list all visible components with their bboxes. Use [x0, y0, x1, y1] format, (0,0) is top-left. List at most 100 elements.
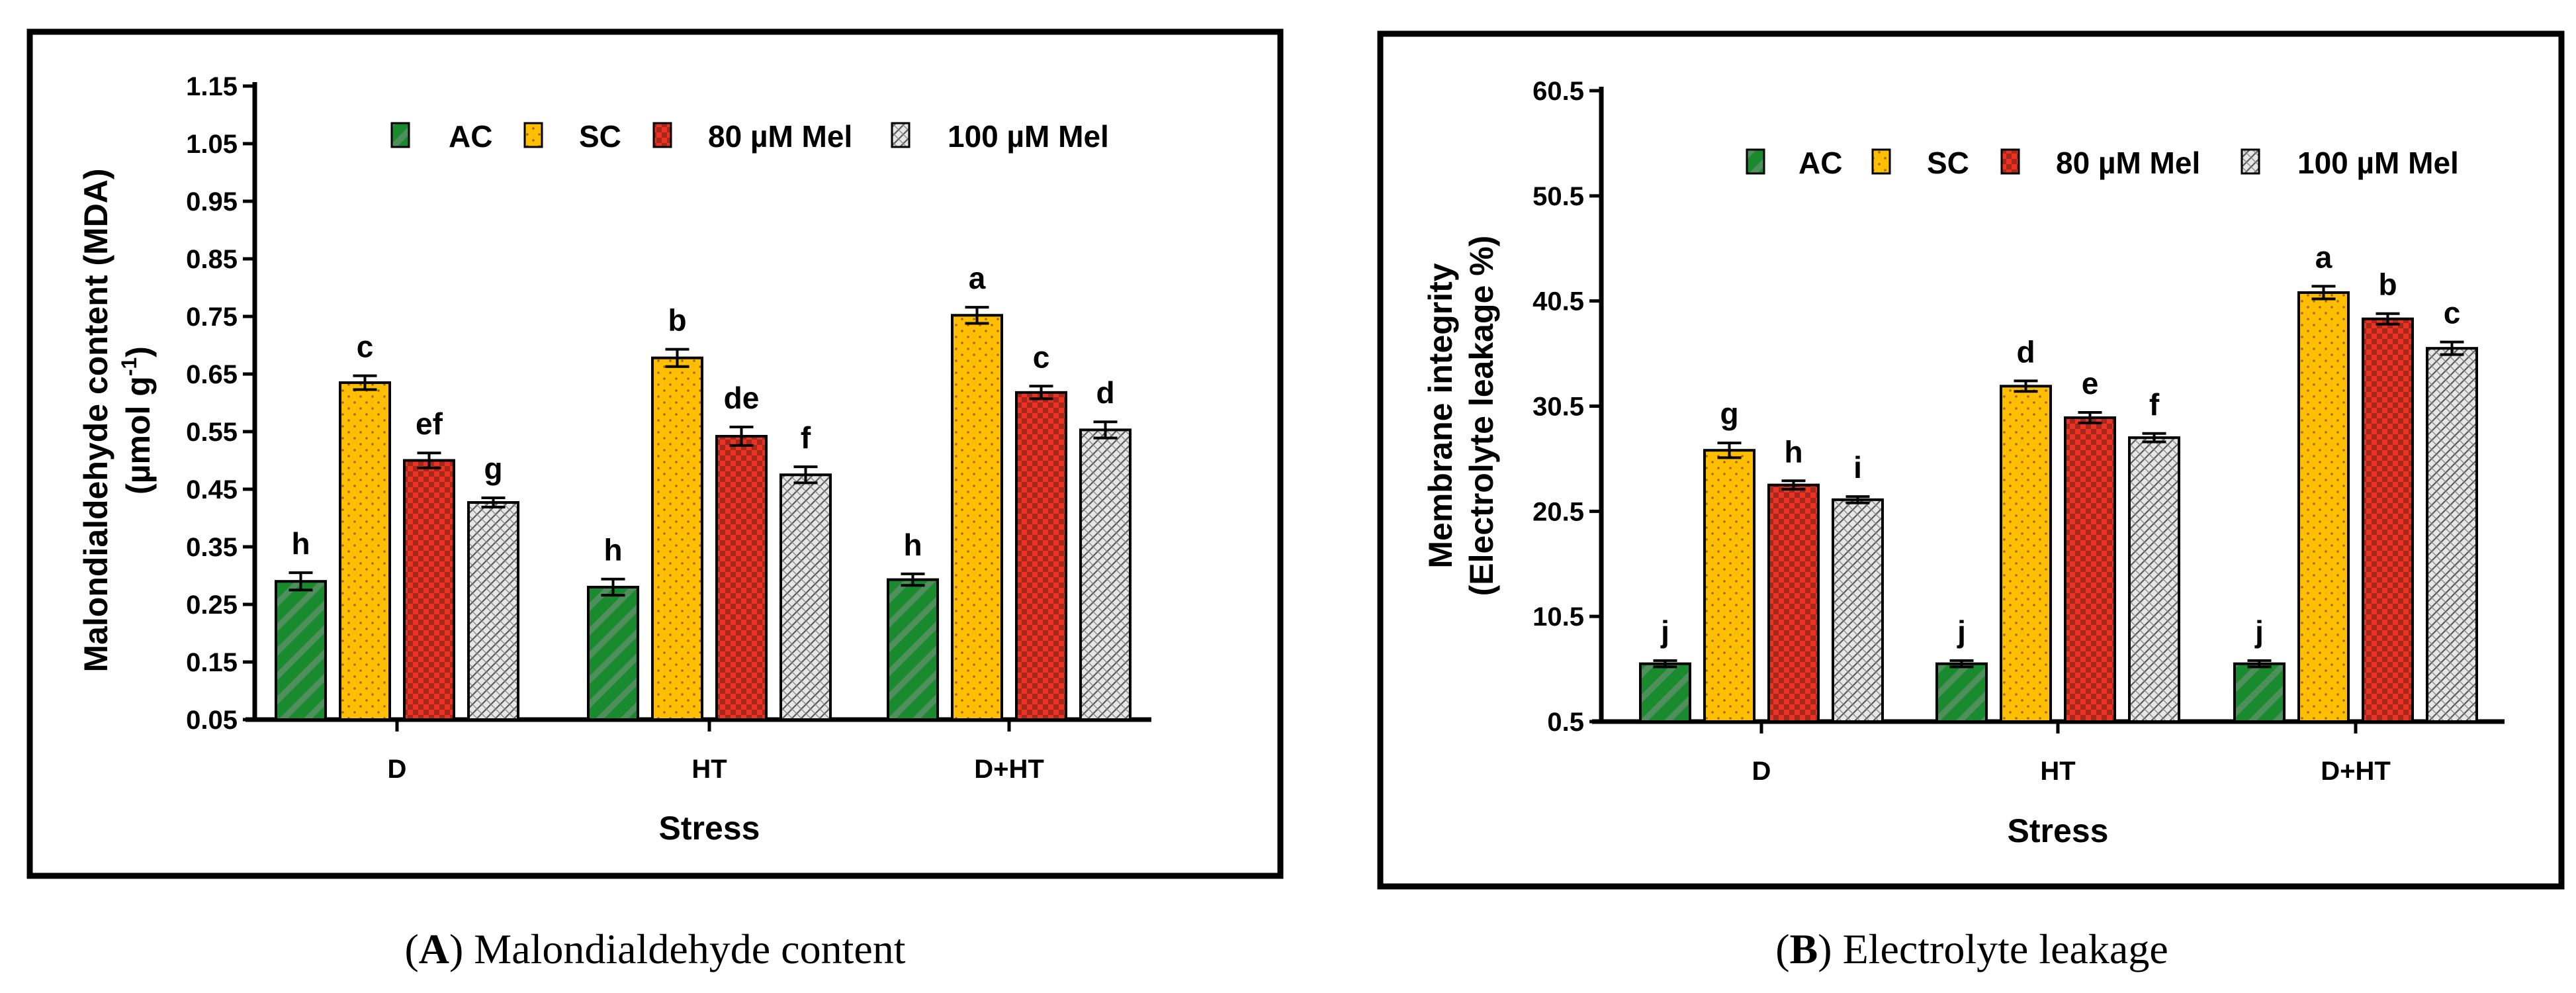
chart-a-bar-sc-d [339, 381, 391, 721]
chart-b-significance-letter-sc-d-ht: a [2315, 240, 2332, 274]
chart-a-significance-letter-ac-d: h [291, 526, 310, 561]
chart-a-ylabel-group: Malondialdehyde content (MDA) (µmol g-1) [77, 168, 157, 672]
chart-a-y-tick-label: 0.65 [186, 360, 238, 389]
chart-b-bar-100-um-mel-ht [2128, 436, 2180, 724]
chart-b-error-bar-ac-d-ht [2247, 659, 2272, 669]
chart-a-error-bar-100-um-mel-d [481, 496, 506, 508]
chart-a-plot: 0.05 0.15 0.25 0.35 0.45 0.55 0.65 0.75 0.85 0.95… [186, 72, 1151, 784]
chart-b-plot: 0.5 10.5 20.5 30.5 40.5 50.5 60.5 D HT D+HT j j j g d a… [1532, 77, 2505, 786]
chart-a-significance-letter-ac-ht: h [603, 533, 622, 567]
chart-b-y-tick-label: 20.5 [1532, 497, 1584, 526]
chart-a-legend-swatch-100-um-mel [891, 122, 910, 148]
chart-a-legend-swatch-ac [390, 122, 410, 148]
chart-b-y-tick-label: 60.5 [1532, 77, 1584, 106]
panel-a: 0.05 0.15 0.25 0.35 0.45 0.55 0.65 0.75 0.85 0.95… [26, 28, 1284, 879]
chart-b-significance-letter-ac-d-ht: j [2254, 614, 2264, 649]
chart-a-bar-100-um-mel-d-ht [1079, 428, 1132, 721]
chart-b-ylabel-line2: (Electrolyte leakage %) [1463, 236, 1500, 596]
chart-a-y-tick-label: 1.05 [186, 130, 238, 159]
chart-b-bar-100-um-mel-d [1832, 498, 1884, 724]
chart-b-significance-letter-ac-ht: j [1957, 614, 1966, 649]
chart-b-significance-letter-80-um-mel-d-ht: b [2378, 267, 2397, 302]
chart-a-bar-100-um-mel-ht [779, 473, 832, 721]
chart-a-y-tick-label: 0.85 [186, 245, 238, 274]
caption-b-letter: B [1790, 925, 1818, 972]
chart-b-bar-ac-d [1639, 662, 1691, 723]
chart-a-y-tick-label: 0.75 [186, 303, 238, 332]
chart-b-legend-label-sc: SC [1927, 146, 1969, 180]
chart-a-error-bar-80-um-mel-ht [729, 426, 754, 447]
chart-a-significance-letter-sc-d-ht: a [969, 261, 986, 295]
chart-b-bar-sc-d-ht [2297, 291, 2350, 723]
chart-a-significance-letter-100-um-mel-ht: f [801, 420, 811, 455]
chart-a-significance-letter-100-um-mel-d-ht: d [1096, 375, 1114, 410]
chart-a-ylabel-prefix: (µmol g [120, 376, 157, 495]
chart-b-error-bar-100-um-mel-d-ht [2440, 340, 2464, 356]
chart-b-significance-letter-100-um-mel-ht: f [2149, 387, 2160, 422]
chart-b-bar-100-um-mel-d-ht [2426, 347, 2478, 723]
chart-b-legend-swatch-ac [1746, 148, 1765, 175]
chart-a-legend-swatch-80-um-mel [652, 122, 672, 148]
chart-b-bar-80-um-mel-d-ht [2362, 317, 2414, 723]
chart-b-bar-sc-d [1703, 449, 1755, 724]
chart-b-y-tick-label: 50.5 [1532, 182, 1584, 211]
chart-a-bar-80-um-mel-d-ht [1015, 391, 1067, 722]
chart-a-xlabel: Stress [659, 810, 760, 847]
chart-b-bar-sc-ht [2000, 385, 2052, 723]
chart-a-legend-swatch-sc [523, 122, 543, 148]
caption-a-letter: A [419, 925, 449, 972]
chart-a-error-bar-sc-d [353, 374, 377, 391]
chart-a-error-bar-sc-d-ht [965, 306, 989, 325]
chart-b-x-tick-label-d: D [1752, 757, 1771, 786]
chart-b-bar-80-um-mel-ht [2064, 416, 2116, 723]
chart-b-y-tick-label: 30.5 [1532, 393, 1584, 422]
caption-b: (B) Electrolyte leakage [1775, 925, 2168, 972]
chart-b-legend-swatch-sc [1871, 148, 1891, 175]
chart-b-significance-letter-80-um-mel-ht: e [2082, 366, 2099, 401]
chart-a-legend-label-sc: SC [579, 119, 621, 154]
chart-a-bar-80-um-mel-d [403, 459, 455, 721]
chart-a-bar-ac-ht [587, 585, 639, 722]
chart-a-x-tick-label-d-ht: D+HT [974, 755, 1044, 784]
chart-a-y-tick-label: 0.95 [186, 187, 238, 216]
chart-b-y-tick-label: 40.5 [1532, 287, 1584, 316]
chart-a-y-tick-label: 0.25 [186, 591, 238, 620]
chart-a-error-bar-ac-d-ht [901, 572, 925, 587]
chart-a-y-tick-label: 0.15 [186, 648, 238, 677]
chart-b-error-bar-sc-ht [2014, 379, 2038, 393]
chart-a-ylabel-line1: Malondialdehyde content (MDA) [77, 168, 114, 672]
chart-b-significance-letter-100-um-mel-d: i [1853, 450, 1862, 485]
chart-b-error-bar-80-um-mel-d [1781, 479, 1806, 491]
caption-b-text: Electrolyte leakage [1832, 925, 2168, 972]
chart-a-bar-100-um-mel-d [467, 501, 519, 721]
chart-b-bar-ac-ht [1935, 662, 1988, 723]
chart-b-error-bar-80-um-mel-ht [2078, 411, 2102, 424]
chart-a-significance-letter-sc-d: c [357, 330, 374, 364]
chart-a-ylabel-sup: -1 [117, 357, 141, 376]
chart-a-significance-letter-80-um-mel-ht: de [724, 381, 760, 415]
chart-b-xlabel: Stress [2008, 812, 2109, 849]
chart-a-ylabel-suffix: ) [120, 346, 157, 357]
chart-b-x-tick-label-d-ht: D+HT [2321, 757, 2391, 786]
chart-a-y-tick-label: 0.05 [186, 706, 238, 735]
chart-a-significance-letter-sc-ht: b [668, 303, 686, 338]
panel-b: 0.5 10.5 20.5 30.5 40.5 50.5 60.5 D HT D+HT j j j g d a… [1377, 30, 2565, 890]
chart-b-legend-label-80-um-mel: 80 µM Mel [2056, 146, 2200, 180]
chart-b-error-bar-80-um-mel-d-ht [2376, 312, 2400, 326]
chart-b-significance-letter-100-um-mel-d-ht: c [2444, 296, 2461, 330]
chart-b-error-bar-100-um-mel-ht [2142, 432, 2166, 444]
chart-a-y-tick-label: 1.15 [186, 72, 238, 101]
chart-a-bar-sc-d-ht [951, 314, 1003, 721]
chart-b-x-tick-label-ht: HT [2040, 757, 2075, 786]
chart-a-error-bar-100-um-mel-d-ht [1093, 420, 1118, 440]
chart-a-ylabel-line2: (µmol g-1) [117, 346, 157, 495]
chart-b-significance-letter-ac-d: j [1660, 614, 1669, 649]
caption-a: (A) Malondialdehyde content [404, 925, 905, 972]
chart-b-error-bar-ac-d [1653, 659, 1677, 669]
chart-a-x-tick-label-ht: HT [691, 755, 727, 784]
chart-a-bar-ac-d [275, 580, 327, 722]
chart-a-error-bar-80-um-mel-d [417, 451, 441, 469]
chart-a-significance-letter-ac-d-ht: h [903, 528, 922, 562]
chart-a-y-tick-label: 0.45 [186, 475, 238, 504]
